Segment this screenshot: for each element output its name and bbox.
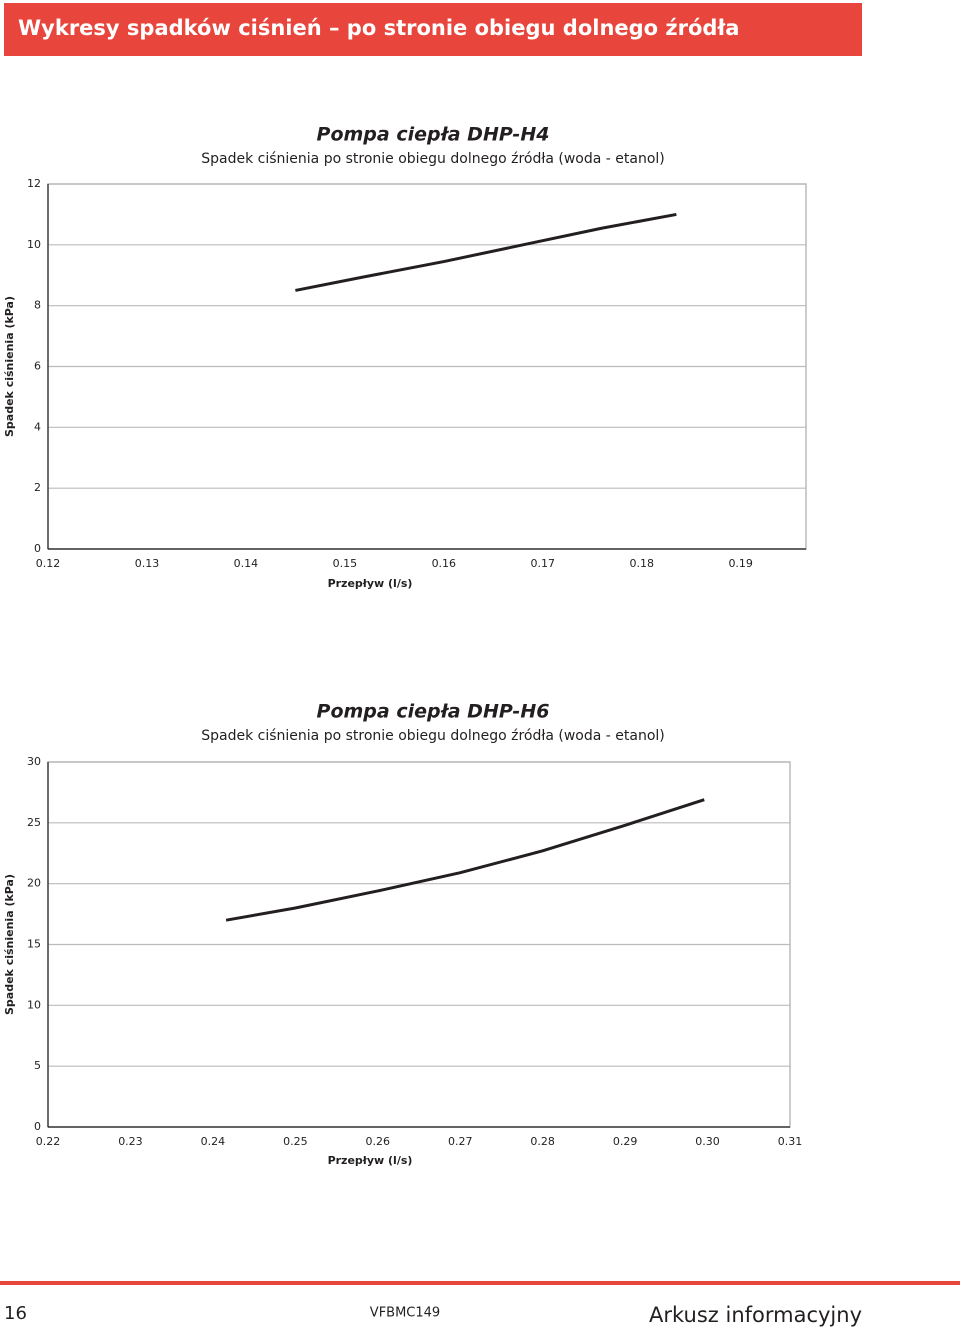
- x-axis-label: Przepływ (l/s): [328, 1154, 413, 1167]
- x-tick-label: 0.31: [778, 1135, 803, 1148]
- data-line: [295, 212, 677, 292]
- page-number: 16: [4, 1303, 27, 1324]
- chart-title: Pompa ciepła DHP-H6: [317, 701, 550, 723]
- y-tick-label: 10: [27, 998, 41, 1011]
- chart-title: Pompa ciepła DHP-H4: [317, 124, 550, 146]
- x-tick-label: 0.18: [629, 557, 654, 570]
- x-tick-label: 0.12: [36, 557, 61, 570]
- data-line: [225, 798, 705, 922]
- doc-code: VFBMC149: [370, 1306, 440, 1321]
- x-tick-label: 0.13: [135, 557, 160, 570]
- chart-subtitle: Spadek ciśnienia po stronie obiegu dolne…: [201, 728, 665, 744]
- x-tick-label: 0.29: [613, 1135, 638, 1148]
- y-axis-label: Spadek ciśnienia (kPa): [3, 874, 16, 1015]
- y-tick-label: 12: [27, 177, 41, 190]
- x-tick-label: 0.27: [448, 1135, 473, 1148]
- y-tick-label: 5: [34, 1059, 41, 1072]
- y-tick-label: 4: [34, 420, 41, 433]
- y-tick-label: 25: [27, 816, 41, 829]
- chart-subtitle: Spadek ciśnienia po stronie obiegu dolne…: [201, 151, 665, 167]
- x-tick-label: 0.24: [201, 1135, 226, 1148]
- x-tick-label: 0.28: [530, 1135, 555, 1148]
- x-axis-label: Przepływ (l/s): [328, 577, 413, 590]
- y-tick-label: 0: [34, 1120, 41, 1133]
- x-tick-label: 0.26: [366, 1135, 391, 1148]
- y-tick-label: 20: [27, 877, 41, 890]
- y-tick-label: 15: [27, 938, 41, 951]
- x-tick-label: 0.17: [531, 557, 556, 570]
- x-tick-label: 0.16: [432, 557, 457, 570]
- x-tick-label: 0.22: [36, 1135, 61, 1148]
- header-bar: [4, 3, 862, 56]
- y-tick-label: 2: [34, 481, 41, 494]
- header-title: Wykresy spadków ciśnień – po stronie obi…: [18, 16, 739, 40]
- y-tick-label: 6: [34, 360, 41, 373]
- doc-title: Arkusz informacyjny: [649, 1303, 862, 1327]
- y-axis-label: Spadek ciśnienia (kPa): [3, 296, 16, 437]
- x-tick-label: 0.25: [283, 1135, 308, 1148]
- y-tick-label: 0: [34, 542, 41, 555]
- footer-rule: [0, 1281, 960, 1285]
- x-tick-label: 0.14: [234, 557, 259, 570]
- y-tick-label: 10: [27, 238, 41, 251]
- x-tick-label: 0.30: [695, 1135, 720, 1148]
- x-tick-label: 0.19: [728, 557, 753, 570]
- x-tick-label: 0.23: [118, 1135, 143, 1148]
- y-tick-label: 30: [27, 755, 41, 768]
- y-tick-label: 8: [34, 299, 41, 312]
- x-tick-label: 0.15: [333, 557, 358, 570]
